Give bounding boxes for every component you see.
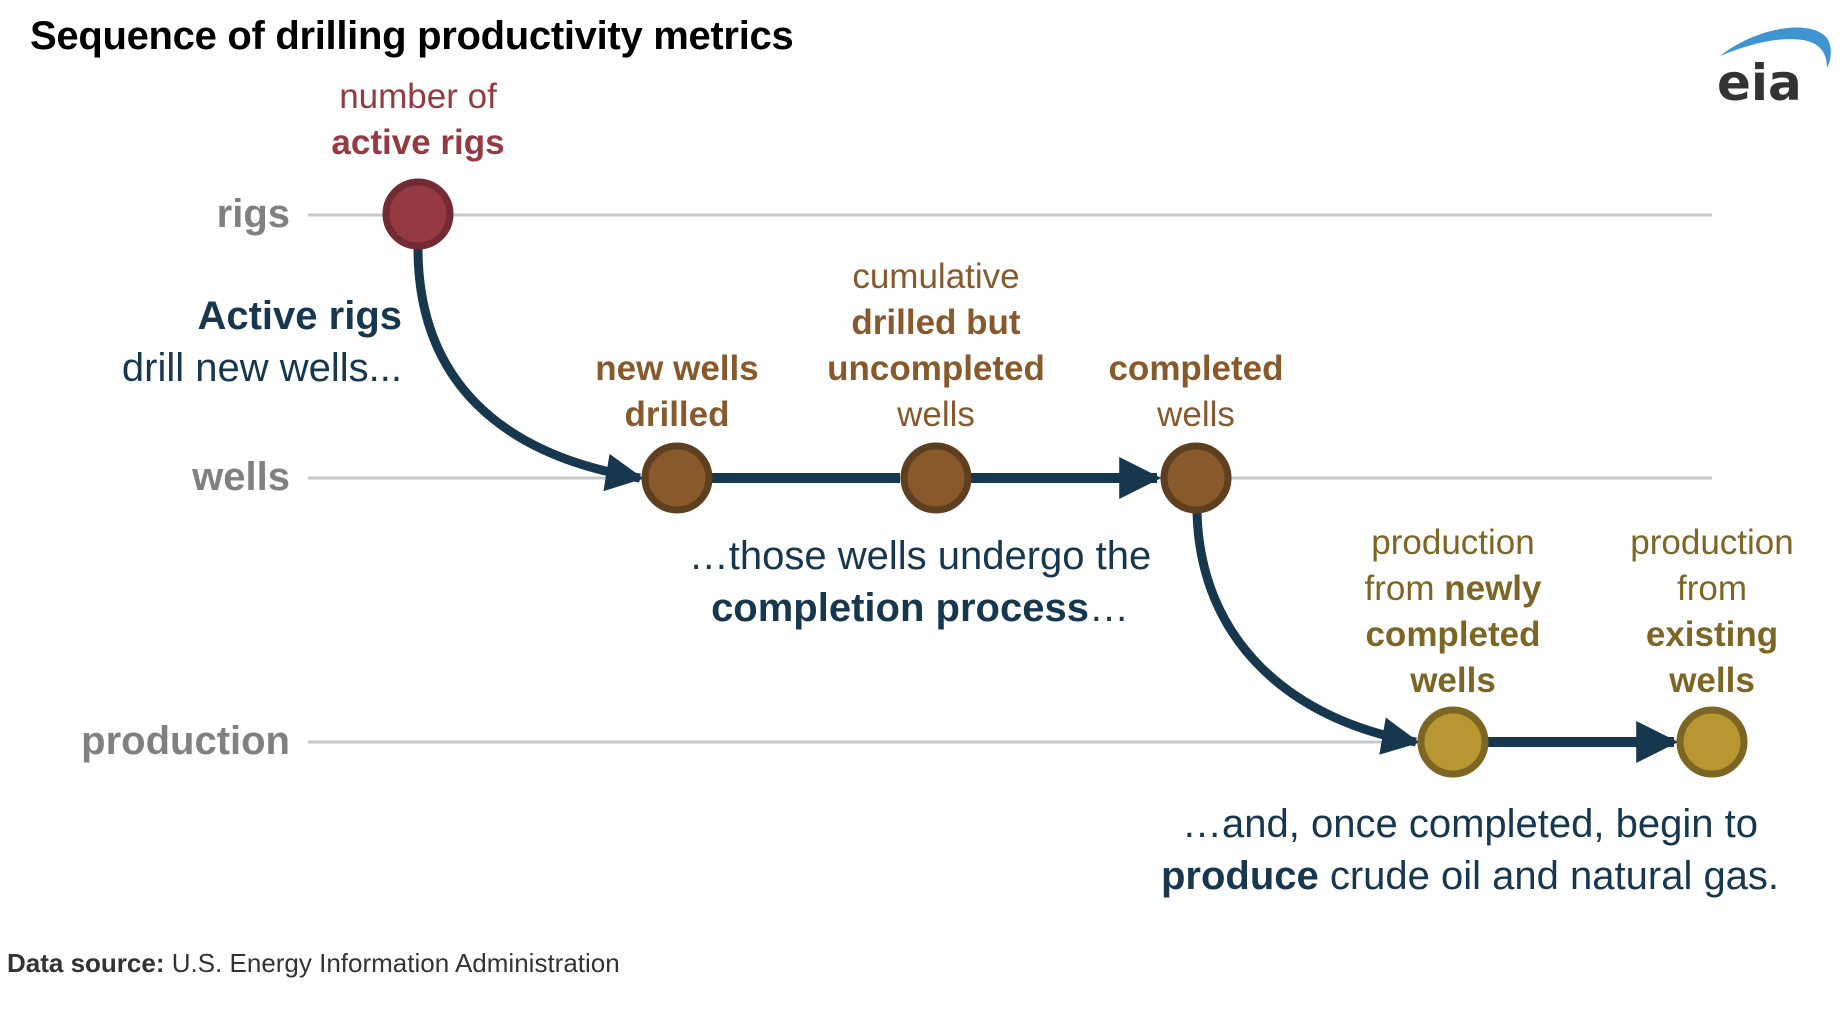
eia-logo-text: eia [1717, 54, 1802, 108]
node-prod-existing [1676, 706, 1748, 778]
node-duc-wells [900, 442, 972, 514]
eia-logo-swoosh-icon [1720, 27, 1831, 69]
node-rigs [382, 178, 454, 250]
note-produce-bold: produce [1160, 854, 1319, 898]
label-prod-existing-line2: from [1677, 569, 1747, 608]
label-duc-line2: drilled but [851, 303, 1021, 342]
label-duc-wells: cumulative drilled but uncompleted wells [806, 254, 1066, 438]
note-completion-rest: … [1088, 586, 1129, 630]
label-duc-line3: uncompleted [827, 349, 1045, 388]
data-source: Data source: U.S. Energy Information Adm… [7, 948, 620, 979]
note-rigs: Active rigs drill new wells... [0, 290, 402, 394]
label-completed-line2: wells [1157, 395, 1235, 434]
label-new-wells-line2: drilled [624, 395, 730, 434]
note-produce-rest: crude oil and natural gas. [1318, 854, 1780, 898]
note-completion-line1: …those wells undergo the [688, 534, 1152, 578]
data-source-text: U.S. Energy Information Administration [164, 948, 620, 978]
label-duc-line1: cumulative [852, 257, 1020, 296]
label-new-wells: new wells drilled [577, 346, 777, 438]
label-prod-new: production from newly completed wells [1343, 520, 1563, 704]
label-prod-existing-line1: production [1630, 523, 1794, 562]
note-produce: …and, once completed, begin to produce c… [1110, 798, 1830, 902]
note-rigs-bold: Active rigs [197, 294, 402, 338]
node-new-wells [641, 442, 713, 514]
label-prod-new-line2b: newly [1444, 569, 1542, 608]
label-prod-new-line2a: from [1364, 569, 1445, 608]
label-prod-new-line4: wells [1410, 661, 1496, 700]
axis-label-wells: wells [192, 455, 290, 499]
label-rigs: number of active rigs [318, 74, 518, 166]
chart-title: Sequence of drilling productivity metric… [30, 14, 794, 58]
axis-label-production: production [81, 719, 290, 763]
label-prod-new-line3: completed [1365, 615, 1541, 654]
arrow-completed-to-production [1192, 511, 1420, 755]
label-rigs-line2: active rigs [331, 123, 505, 162]
node-completed-wells [1160, 442, 1232, 514]
eia-logo: eia [1717, 27, 1831, 108]
label-prod-existing: production from existing wells [1602, 520, 1822, 704]
label-new-wells-line1: new wells [595, 349, 759, 388]
label-duc-line4: wells [897, 395, 975, 434]
data-source-label: Data source: [7, 948, 165, 978]
note-completion-bold: completion process [711, 586, 1089, 630]
label-prod-existing-line4: wells [1669, 661, 1755, 700]
axis-label-rigs: rigs [216, 192, 290, 236]
note-completion: …those wells undergo the completion proc… [600, 530, 1240, 634]
label-rigs-line1: number of [339, 77, 497, 116]
note-produce-line1: …and, once completed, begin to [1182, 802, 1758, 846]
note-rigs-rest: drill new wells... [121, 346, 402, 390]
node-prod-new [1417, 706, 1489, 778]
label-prod-existing-line3: existing [1645, 615, 1779, 654]
arrow-rigs-to-wells [413, 247, 644, 492]
label-prod-new-line1: production [1371, 523, 1535, 562]
label-completed-line1: completed [1108, 349, 1284, 388]
label-completed-wells: completed wells [1086, 346, 1306, 438]
